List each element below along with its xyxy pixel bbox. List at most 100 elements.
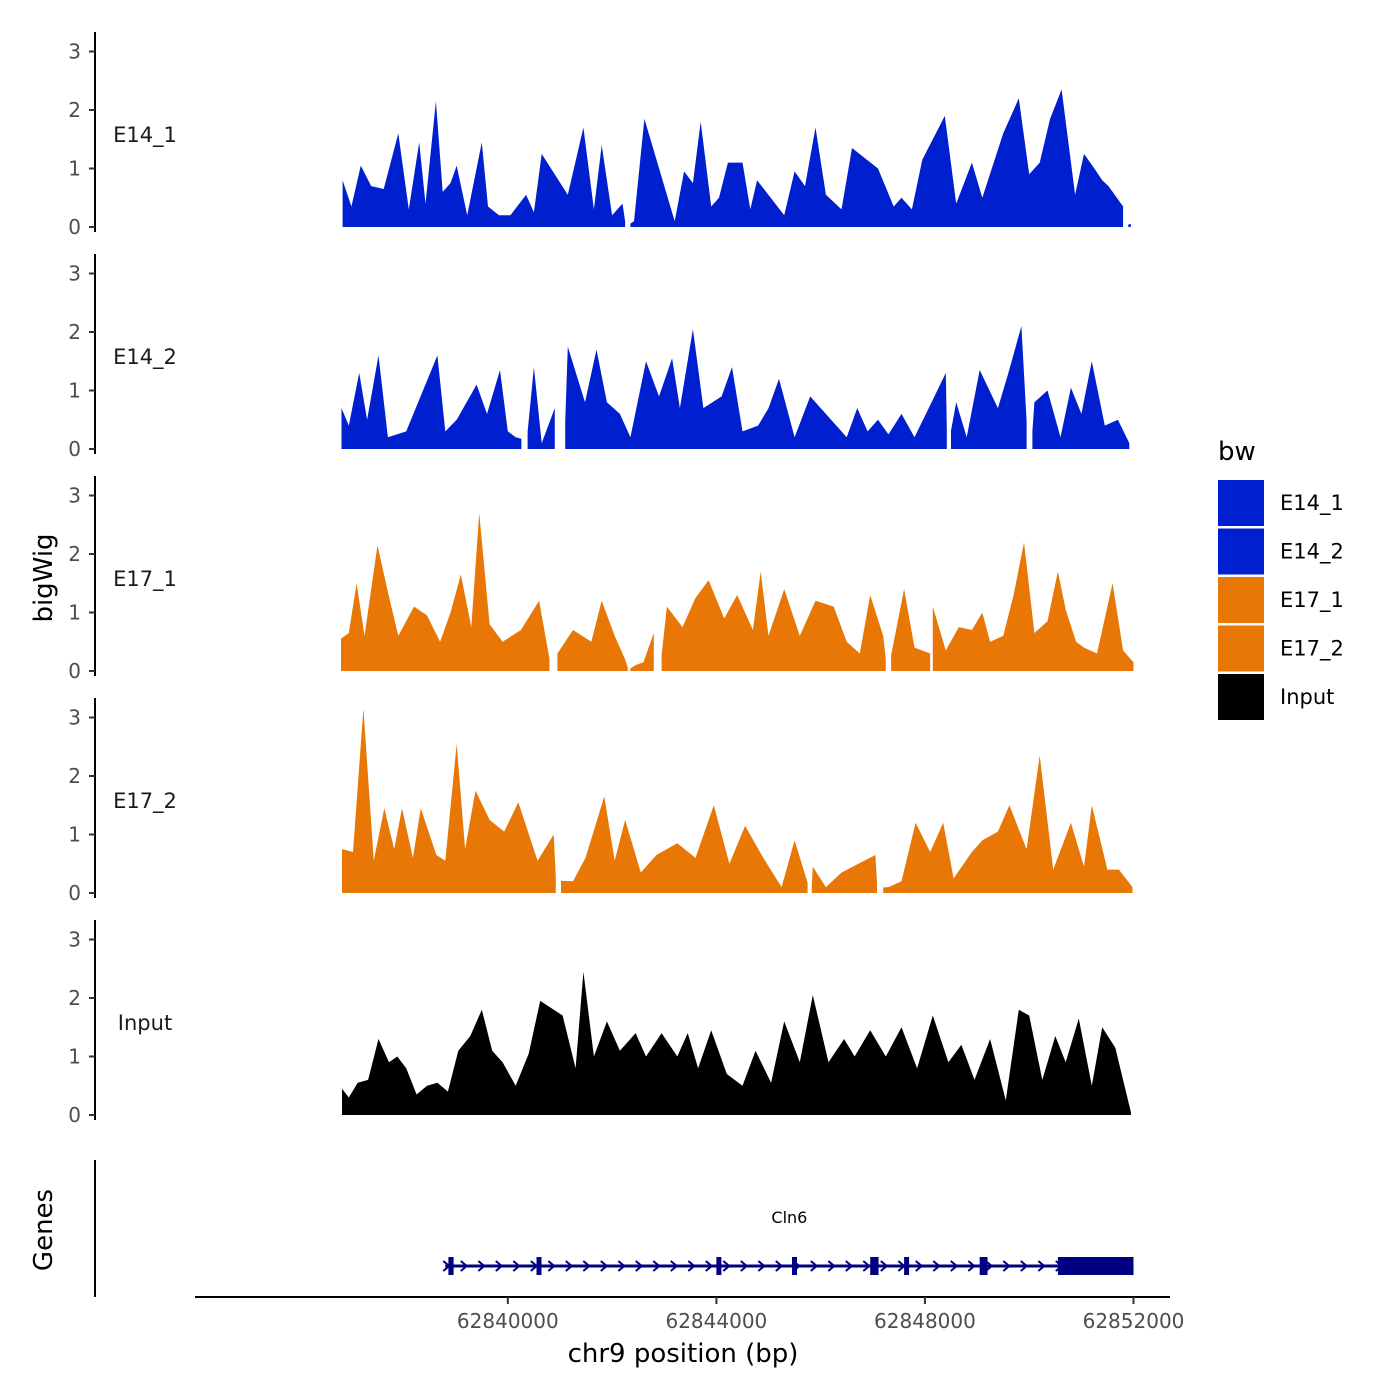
coverage-area-e14-2: [951, 326, 1027, 449]
strand-arrow: [810, 1260, 819, 1272]
track-label: E14_1: [113, 123, 177, 148]
legend-item: Input: [1218, 674, 1334, 720]
y-tick-label: 1: [68, 379, 81, 403]
x-axis: chr9 position (bp) 62840000 62844000 62848…: [195, 1296, 1185, 1369]
legend: bw E14_1 E14_2 E17_1 E17_2 Input: [1218, 437, 1344, 720]
strand-arrow: [565, 1260, 574, 1272]
y-axis-title: bigWig: [29, 533, 59, 622]
track-e14-1: 0 1 2 3 E14_1: [68, 32, 1131, 239]
gene-exon: [536, 1257, 542, 1275]
strand-arrow: [862, 1260, 871, 1272]
strand-arrow: [757, 1260, 766, 1272]
coverage-area-e17-1: [630, 633, 654, 671]
gene-exon: [448, 1257, 454, 1275]
strand-arrow: [845, 1260, 854, 1272]
legend-label: Input: [1280, 685, 1334, 709]
strand-arrow: [1002, 1260, 1011, 1272]
y-tick-label: 3: [68, 484, 81, 508]
strand-arrow: [512, 1260, 521, 1272]
coverage-area-e17-2: [883, 755, 1133, 893]
y-tick-label: 3: [68, 706, 81, 730]
coverage-area-input: [342, 971, 1131, 1115]
strand-arrow: [617, 1260, 626, 1272]
strand-arrow: [460, 1260, 469, 1272]
y-tick-label: 3: [68, 40, 81, 64]
strand-arrow: [670, 1260, 679, 1272]
track-label: E14_2: [113, 345, 177, 370]
track-e17-2: 0 1 2 3 E17_2: [68, 698, 1133, 905]
coverage-area-e17-2: [811, 855, 877, 893]
coverage-area-e17-1: [932, 542, 1134, 671]
track-input: 0 1 2 3 Input: [68, 920, 1131, 1127]
legend-label: E14_2: [1280, 540, 1344, 565]
gene-exon: [870, 1257, 879, 1275]
y-tick-label: 2: [68, 320, 81, 344]
coverage-area-e17-1: [341, 513, 550, 671]
track-label: E17_2: [113, 789, 177, 814]
legend-swatch: [1218, 480, 1264, 526]
gene-exon: [791, 1257, 797, 1275]
coverage-area-e14-2: [1032, 361, 1130, 449]
y-tick-label: 2: [68, 542, 81, 566]
gene-name-label: Cln6: [771, 1208, 807, 1227]
coverage-area-e17-1: [661, 571, 886, 671]
strand-arrow: [705, 1260, 714, 1272]
legend-swatch: [1218, 528, 1264, 575]
strand-arrow: [635, 1260, 644, 1272]
gene-exon: [904, 1257, 910, 1275]
coverage-area-e14-1: [342, 101, 626, 227]
x-tick-label: 62852000: [1083, 1309, 1185, 1333]
strand-arrow: [652, 1260, 661, 1272]
strand-arrow: [932, 1260, 941, 1272]
strand-arrow: [687, 1260, 696, 1272]
strand-arrow: [915, 1260, 924, 1272]
x-axis-title: chr9 position (bp): [568, 1339, 799, 1369]
coverage-area-e14-1: [1128, 224, 1131, 227]
strand-arrow: [1020, 1260, 1029, 1272]
legend-item: E17_2: [1218, 625, 1344, 672]
y-tick-label: 2: [68, 986, 81, 1010]
gene-exon: [1057, 1257, 1134, 1275]
legend-label: E17_2: [1280, 637, 1344, 662]
y-tick-label: 0: [68, 215, 81, 239]
y-tick-label: 2: [68, 98, 81, 122]
track-e17-1: 0 1 2 3 E17_1: [68, 476, 1134, 683]
legend-swatch: [1218, 674, 1264, 720]
strand-arrow: [880, 1260, 889, 1272]
strand-arrow: [985, 1260, 994, 1272]
coverage-area-e14-2: [341, 355, 522, 449]
y-tick-label: 3: [68, 928, 81, 952]
legend-item: E14_1: [1218, 480, 1344, 526]
gene-model: Cln6: [442, 1208, 1134, 1275]
legend-item: E17_1: [1218, 577, 1344, 623]
coverage-area-e17-1: [891, 589, 931, 671]
strand-arrow: [950, 1260, 959, 1272]
coverage-area-e17-2: [561, 796, 808, 893]
coverage-area-e14-2: [527, 367, 555, 449]
legend-item: E14_2: [1218, 528, 1344, 575]
strand-arrow: [582, 1260, 591, 1272]
genes-panel-label: Genes: [29, 1189, 59, 1271]
strand-arrow: [600, 1260, 609, 1272]
strand-arrow: [477, 1260, 486, 1272]
genes-panel: Genes Cln6: [29, 1160, 1134, 1297]
strand-arrow: [547, 1260, 556, 1272]
strand-arrow: [740, 1260, 749, 1272]
x-tick-label: 62844000: [665, 1309, 767, 1333]
strand-arrow: [827, 1260, 836, 1272]
strand-arrow: [1037, 1260, 1046, 1272]
y-tick-label: 1: [68, 601, 81, 625]
y-tick-label: 3: [68, 262, 81, 286]
y-tick-label: 2: [68, 764, 81, 788]
y-tick-label: 1: [68, 823, 81, 847]
legend-label: E17_1: [1280, 588, 1344, 613]
gene-exon: [716, 1257, 722, 1275]
y-tick-label: 1: [68, 157, 81, 181]
legend-label: E14_1: [1280, 491, 1344, 516]
y-tick-label: 0: [68, 1103, 81, 1127]
x-tick-label: 62848000: [874, 1309, 976, 1333]
coverage-area-e17-1: [557, 600, 628, 671]
strand-arrow: [967, 1260, 976, 1272]
y-tick-label: 0: [68, 659, 81, 683]
